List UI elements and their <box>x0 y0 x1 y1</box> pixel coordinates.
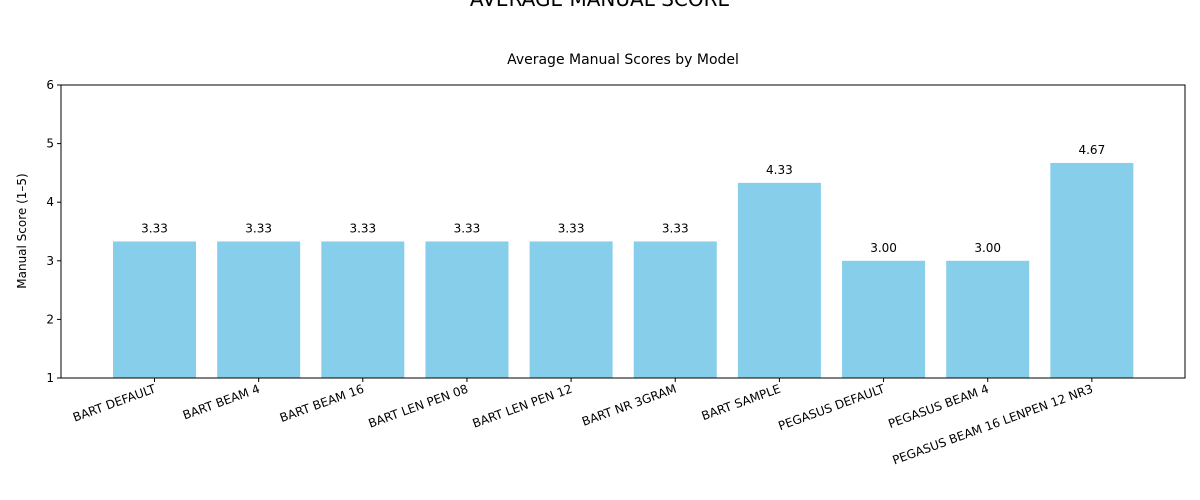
y-tick-label: 3 <box>46 254 54 268</box>
x-axis: BART DEFAULT BART BEAM 4 BART BEAM 16 BART … <box>71 378 1095 467</box>
y-tick-label: 6 <box>46 78 54 92</box>
bar-value-label: 3.33 <box>558 221 585 235</box>
x-tick-label: PEGASUS BEAM 16 LENPEN 12 NR3 <box>891 382 1095 468</box>
y-axis-label: Manual Score (1–5) <box>15 173 29 288</box>
bar <box>946 260 1030 378</box>
bar-value-label: 3.33 <box>454 221 481 235</box>
y-tick-label: 2 <box>46 312 54 326</box>
bar-value-label: 3.33 <box>662 221 689 235</box>
y-tick-label: 4 <box>46 195 54 209</box>
y-tick-label: 5 <box>46 137 54 151</box>
y-axis: 1 2 3 4 5 6 <box>46 78 61 385</box>
bar-value-label: 4.33 <box>766 163 793 177</box>
x-tick-label: BART BEAM 4 <box>181 382 262 423</box>
bar-value-label: 3.00 <box>870 241 897 255</box>
x-tick-label: BART BEAM 16 <box>278 382 366 425</box>
x-tick-label: BART NR 3GRAM <box>580 382 678 429</box>
bar <box>1050 162 1134 378</box>
bar-value-label: 3.33 <box>245 221 272 235</box>
bar <box>737 182 821 378</box>
bar-value-label: 4.67 <box>1078 143 1105 157</box>
x-tick-label: PEGASUS DEFAULT <box>776 381 887 433</box>
bar <box>113 241 196 378</box>
bar-value-label: 3.00 <box>974 241 1001 255</box>
bar <box>842 260 926 378</box>
bar <box>321 241 405 378</box>
y-tick-label: 1 <box>46 371 54 385</box>
bar <box>633 241 717 378</box>
x-tick-label: BART DEFAULT <box>71 381 158 424</box>
x-tick-label: BART SAMPLE <box>700 382 783 424</box>
plot-frame <box>60 84 1186 379</box>
chart-title: Average Manual Scores by Model <box>507 52 739 68</box>
bars-layer <box>113 162 1134 378</box>
data-labels-layer: 3.33 3.33 3.33 3.33 3.33 3.33 4.33 3.00 3.00 4.67 <box>141 143 1105 255</box>
bar <box>529 241 613 378</box>
bar-value-label: 3.33 <box>349 221 376 235</box>
bar-value-label: 3.33 <box>141 221 168 235</box>
x-tick-label: BART LEN PEN 12 <box>471 382 574 431</box>
x-tick-label: BART LEN PEN 08 <box>367 382 470 431</box>
bar <box>425 241 509 378</box>
bar <box>217 241 301 378</box>
figure-suptitle: AVERAGE MANUAL SCORE <box>470 0 730 11</box>
